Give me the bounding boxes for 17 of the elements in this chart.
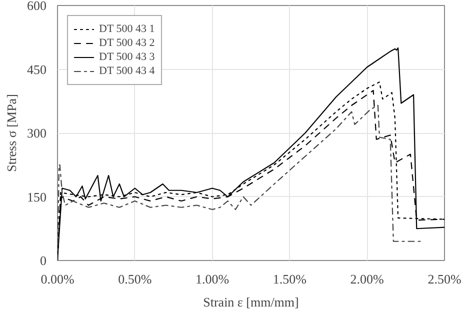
legend-label: DT 500 43 3 — [99, 50, 155, 64]
y-tick-label: 150 — [27, 189, 46, 204]
x-tick-label: 2.00% — [350, 272, 384, 286]
legend-label: DT 500 43 4 — [99, 64, 155, 78]
y-tick-label: 0 — [40, 253, 46, 268]
x-tick-label: 1.50% — [272, 272, 307, 286]
x-tick-label: 0.50% — [118, 272, 152, 286]
x-tick-label: 1.00% — [196, 272, 230, 286]
x-axis-title: Strain ε [mm/mm] — [203, 294, 299, 310]
x-tick-label: 2.50% — [428, 272, 462, 286]
y-tick-label: 300 — [27, 126, 46, 140]
x-tick-label: 0.00% — [40, 272, 74, 286]
y-tick-label: 450 — [27, 62, 46, 77]
legend-label: DT 500 43 1 — [99, 22, 155, 36]
legend-label: DT 500 43 2 — [99, 36, 155, 50]
y-tick-label: 600 — [27, 0, 46, 13]
y-axis-title: Stress σ [MPa] — [4, 94, 19, 172]
